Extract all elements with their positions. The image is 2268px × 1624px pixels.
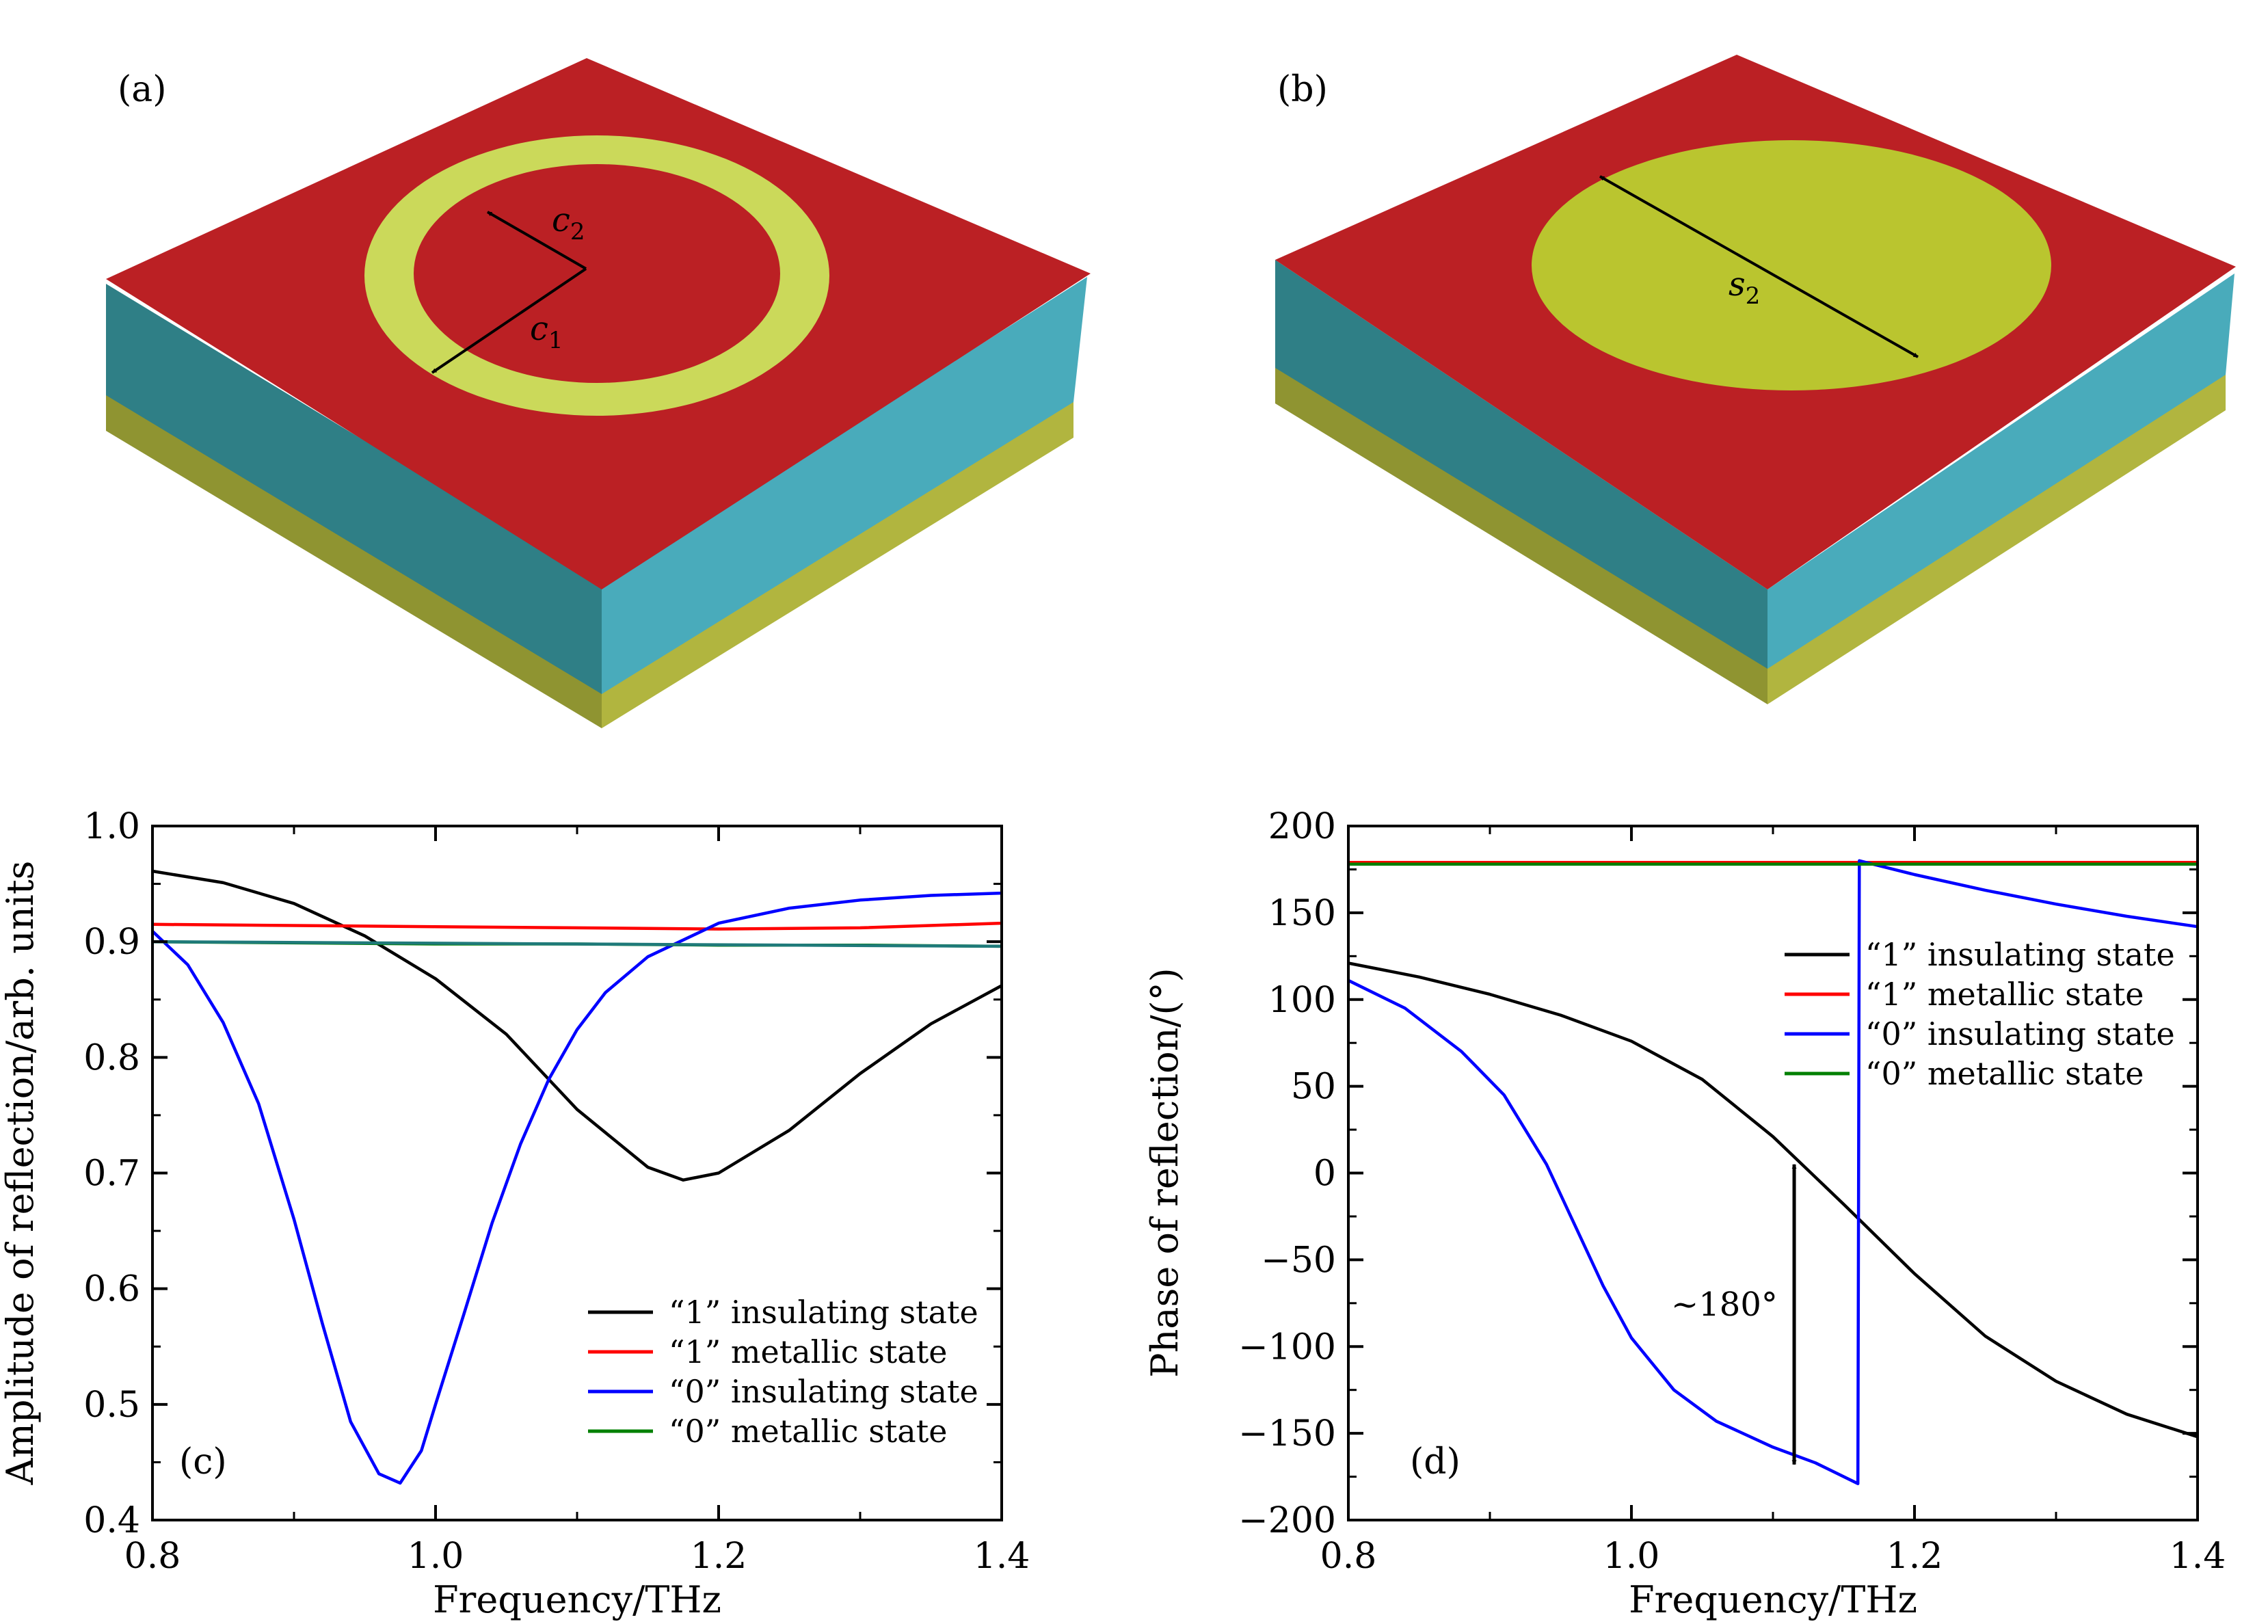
s2-label: s2 xyxy=(1729,265,1760,310)
c2-arrow xyxy=(487,211,587,270)
substrate-right-face xyxy=(1767,274,2234,669)
legend-label: “1” metallic state xyxy=(669,1333,947,1370)
legend-label: “0” metallic state xyxy=(1865,1055,2144,1092)
y-tick-label: 0.9 xyxy=(83,922,140,963)
x-tick-label: 0.8 xyxy=(1320,1536,1377,1577)
y-tick-label: −50 xyxy=(1261,1240,1336,1281)
substrate-left-face xyxy=(1275,260,1767,669)
s2-arrow xyxy=(1599,175,1919,358)
x-tick-label: 1.0 xyxy=(1603,1536,1660,1577)
tick-layer: 0.8 1.0 1.2 1.4 −200 −150 −100 −50 0 50 100 150 200 xyxy=(1238,806,2226,1577)
y-tick-label: 0.4 xyxy=(83,1500,140,1541)
ground-layer-right xyxy=(602,400,1073,728)
phase-difference-annotation: ~180° xyxy=(1671,1164,1797,1465)
disk-resonator xyxy=(1532,140,2051,390)
panel-label-d: (d) xyxy=(1410,1441,1460,1482)
y-tick-label: 0 xyxy=(1313,1154,1336,1195)
y-axis-label: Amplitude of reflection/arb. units xyxy=(0,861,42,1486)
x-tick-label: 1.0 xyxy=(408,1536,464,1577)
y-tick-label: 0.5 xyxy=(83,1385,140,1426)
x-axis-label: Frequency/THz xyxy=(433,1578,721,1621)
ground-layer-right xyxy=(1767,373,2226,704)
tick-layer: 0.8 1.0 1.2 1.4 0.4 0.5 0.6 0.7 0.8 0.9 1.0 xyxy=(83,806,1030,1577)
amplitude-chart: 0.8 1.0 1.2 1.4 0.4 0.5 0.6 0.7 0.8 0.9 1.0 Freque… xyxy=(0,806,1030,1621)
y-tick-label: −150 xyxy=(1238,1413,1336,1454)
legend-label: “0” insulating state xyxy=(1865,1015,2175,1052)
ground-layer-left xyxy=(106,393,602,728)
y-tick-label: 0.8 xyxy=(83,1037,140,1078)
x-tick-label: 1.2 xyxy=(1886,1536,1943,1577)
legend-label: “1” insulating state xyxy=(669,1294,978,1331)
legend-label: “1” metallic state xyxy=(1865,976,2144,1013)
x-tick-label: 1.2 xyxy=(691,1536,747,1577)
legend-label: “0” insulating state xyxy=(669,1373,978,1410)
legend: “1” insulating state“1” metallic state“0… xyxy=(588,1294,978,1450)
panel-label-b: (b) xyxy=(1277,69,1328,110)
c1-arrow xyxy=(431,267,587,374)
y-tick-label: 150 xyxy=(1268,893,1336,934)
panel-b-unit-cell: (b) s2 xyxy=(1275,55,2236,704)
y-tick-label: −200 xyxy=(1238,1500,1336,1541)
phase-difference-label: ~180° xyxy=(1671,1286,1778,1324)
legend-label: “0” metallic state xyxy=(669,1413,947,1450)
y-tick-label: −100 xyxy=(1238,1327,1336,1368)
substrate-right-face xyxy=(602,277,1087,694)
x-tick-label: 1.4 xyxy=(2170,1536,2226,1577)
panel-label-a: (a) xyxy=(118,69,167,110)
plot-frame xyxy=(1347,825,2199,1521)
series-line-0 xyxy=(152,869,1003,1182)
x-tick-label: 0.8 xyxy=(124,1536,181,1577)
y-axis-label: Phase of reflection/(°) xyxy=(1143,968,1186,1377)
y-tick-label: 0.6 xyxy=(83,1269,140,1310)
y-tick-label: 50 xyxy=(1291,1067,1336,1108)
y-tick-label: 0.7 xyxy=(83,1154,140,1195)
legend: “1” insulating state“1” metallic state“0… xyxy=(1785,936,2175,1092)
x-axis-label: Frequency/THz xyxy=(1629,1578,1917,1621)
series-layer xyxy=(1348,859,2198,1485)
series-line-4 xyxy=(152,940,1002,948)
y-tick-label: 200 xyxy=(1268,806,1336,847)
y-tick-label: 100 xyxy=(1268,980,1336,1021)
series-layer xyxy=(151,869,1003,1485)
series-line-0 xyxy=(1348,961,2198,1439)
x-tick-label: 1.4 xyxy=(974,1536,1030,1577)
c2-label: c2 xyxy=(552,201,585,245)
panel-label-c: (c) xyxy=(179,1441,227,1482)
c1-label: c1 xyxy=(530,310,563,354)
substrate-left-face xyxy=(106,284,602,694)
phase-chart: 0.8 1.0 1.2 1.4−200−150−100−50050100150200 … xyxy=(1143,806,2226,1621)
panel-a-unit-cell: (a) c1 c2 xyxy=(106,58,1091,728)
series-line-1 xyxy=(152,921,1002,931)
ring-inner xyxy=(414,164,780,383)
series-line-2 xyxy=(1348,859,2198,1485)
ground-layer-left xyxy=(1275,366,1767,704)
series-line-2 xyxy=(151,891,1002,1485)
y-tick-label: 1.0 xyxy=(83,806,140,847)
legend-label: “1” insulating state xyxy=(1865,936,2175,973)
